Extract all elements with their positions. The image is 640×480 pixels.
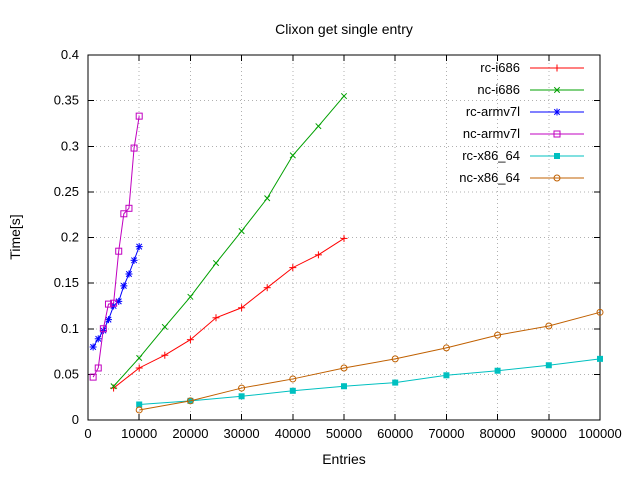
grid (88, 55, 600, 420)
y-tick-label: 0 (72, 412, 79, 427)
legend-label-rc-armv7l: rc-armv7l (466, 104, 520, 119)
y-tick-label: 0.05 (54, 366, 79, 381)
x-tick-label: 70000 (428, 426, 464, 441)
legend-label-rc-x86_64: rc-x86_64 (462, 148, 520, 163)
y-tick-label: 0.2 (61, 230, 79, 245)
y-tick-label: 0.1 (61, 321, 79, 336)
x-tick-label: 30000 (224, 426, 260, 441)
chart-title: Clixon get single entry (275, 21, 413, 37)
y-tick-label: 0.15 (54, 275, 79, 290)
legend-label-nc-armv7l: nc-armv7l (463, 126, 520, 141)
series-rc-armv7l (89, 243, 143, 351)
x-tick-label: 60000 (377, 426, 413, 441)
x-tick-label: 40000 (275, 426, 311, 441)
x-tick-label: 20000 (172, 426, 208, 441)
x-tick-label: 80000 (480, 426, 516, 441)
series-nc-armv7l (89, 112, 143, 381)
x-tick-label: 100000 (578, 426, 621, 441)
legend: rc-i686 nc-i686 rc-armv7l nc-armv7l rc-x86_6… (459, 60, 584, 185)
legend-label-nc-x86_64: nc-x86_64 (459, 170, 520, 185)
x-tick-label: 0 (84, 426, 91, 441)
series-nc-i686 (110, 92, 348, 390)
axes: 0 10000 20000 30000 40000 50000 60000 70000 8000… (54, 47, 622, 441)
series-group (89, 92, 604, 414)
x-tick-label: 90000 (531, 426, 567, 441)
legend-label-rc-i686: rc-i686 (480, 60, 520, 75)
y-tick-label: 0.4 (61, 47, 79, 62)
x-tick-label: 10000 (121, 426, 157, 441)
x-axis-label: Entries (322, 451, 366, 467)
y-tick-label: 0.25 (54, 184, 79, 199)
legend-label-nc-i686: nc-i686 (477, 82, 520, 97)
series-rc-i686 (110, 234, 348, 392)
x-tick-label: 50000 (326, 426, 362, 441)
y-tick-label: 0.3 (61, 138, 79, 153)
series-nc-x86_64 (135, 308, 604, 414)
y-tick-label: 0.35 (54, 93, 79, 108)
